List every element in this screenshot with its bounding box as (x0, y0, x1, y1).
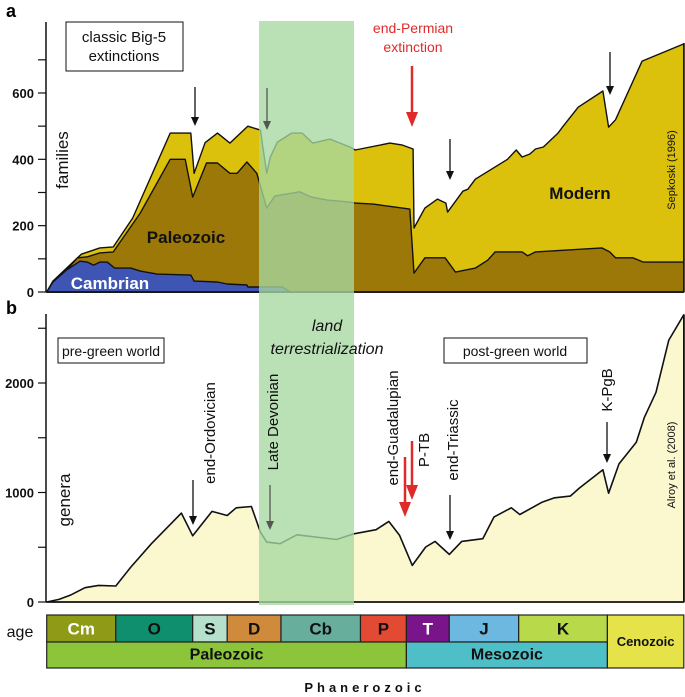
end-ordovician-label: end-Ordovician (202, 382, 219, 484)
period-cm (46, 614, 117, 643)
area-cambrian (46, 260, 291, 293)
big5-legend-line2: extinctions (89, 48, 160, 65)
era-label: Cenozoic (617, 634, 675, 649)
tick-label: 400 (12, 152, 34, 167)
period-label: S (204, 620, 215, 639)
panel-a-ticks: 0 200 400 600 (12, 59, 46, 300)
tick-label: 600 (12, 86, 34, 101)
period-label: P (378, 620, 389, 639)
era-cenozoic (606, 614, 685, 669)
series-label-paleozoic: Paleozoic (147, 228, 225, 247)
panel-a-areas (46, 43, 685, 293)
period-label: O (148, 620, 161, 639)
period-label: Cb (309, 620, 332, 639)
end-permian-arrows (399, 66, 418, 517)
panel-b-label: b (6, 298, 17, 318)
panel-b-areas (45, 314, 685, 603)
period-label: T (423, 620, 434, 639)
age-label: age (7, 624, 34, 641)
big5-legend-line1: classic Big-5 (82, 29, 166, 46)
area-genera (45, 314, 685, 603)
panel-b-y-label: genera (55, 473, 74, 526)
panel-b-ticks: 0 1000 2000 (5, 327, 46, 610)
tick-label: 0 (27, 285, 34, 300)
timescale-bar: Cm O S D Cb P T J K Paleozoic Mesozoic Cenozoic (46, 614, 685, 669)
pre-green-box (57, 337, 165, 364)
era-label: Mesozoic (471, 647, 543, 664)
late-devonian-label: Late Devonian (265, 374, 282, 471)
series-label-cambrian: Cambrian (71, 274, 149, 293)
series-label-modern: Modern (549, 184, 610, 203)
panel-b-source: Alroy et al. (2008) (666, 422, 678, 509)
end-permian-label-line2: extinction (383, 39, 442, 55)
tick-label: 0 (27, 595, 34, 610)
period-d (226, 614, 282, 643)
end-permian-label-line1: end-Permian (373, 20, 453, 36)
ptb-label: P-TB (416, 433, 433, 467)
post-green-label: post-green world (463, 343, 567, 359)
extinction-arrows (189, 52, 614, 540)
tick-label: 200 (12, 219, 34, 234)
land-terrestrialization-band (259, 21, 354, 605)
land-label-line2: terrestrialization (271, 341, 384, 358)
pre-green-label: pre-green world (62, 343, 160, 359)
tick-label: 2000 (5, 376, 34, 391)
panel-a-label: a (6, 1, 17, 21)
kpgb-label: K-PgB (599, 368, 616, 411)
panel-a-source: Sepkoski (1996) (666, 130, 678, 210)
era-mesozoic (405, 641, 608, 669)
period-s (192, 614, 228, 643)
eon-label: Phanerozoic (304, 680, 425, 695)
land-label-line1: land (312, 318, 343, 335)
period-label: K (557, 620, 570, 639)
period-label: D (248, 620, 260, 639)
era-label: Paleozoic (190, 647, 264, 664)
tick-label: 1000 (5, 486, 34, 501)
big5-legend-box (65, 21, 184, 72)
period-p (359, 614, 408, 643)
period-label: Cm (68, 620, 95, 639)
end-guadalupian-label: end-Guadalupian (385, 370, 402, 485)
period-label: J (479, 620, 488, 639)
late-devonian-arrows (263, 88, 274, 530)
end-triassic-label: end-Triassic (445, 399, 462, 481)
panel-a-y-label: families (53, 131, 72, 189)
era-paleozoic (46, 641, 408, 669)
post-green-box (443, 337, 588, 364)
